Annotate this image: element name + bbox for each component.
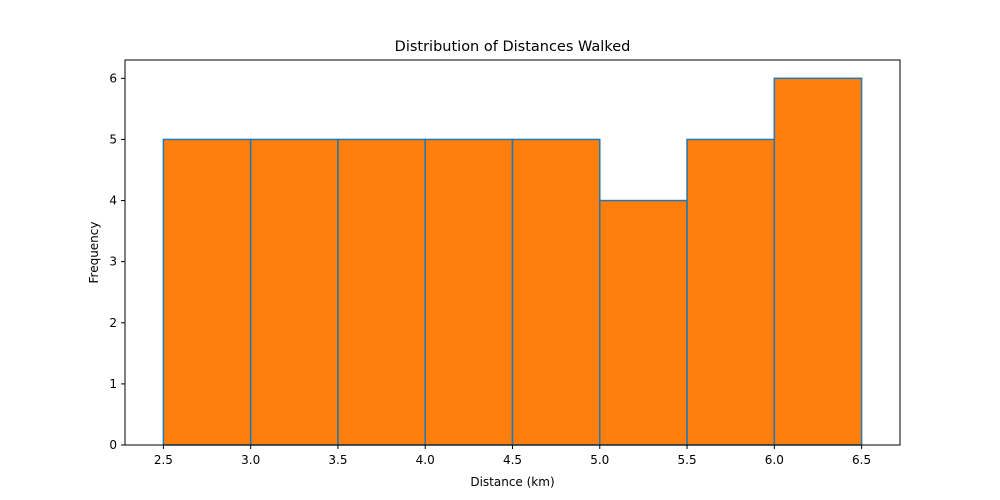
y-tick-label: 2 (109, 316, 117, 330)
x-axis-label: Distance (km) (470, 475, 554, 489)
histogram-bar-7 (686, 138, 776, 446)
x-tick-label: 3.0 (241, 453, 260, 467)
x-tick-label: 4.5 (503, 453, 522, 467)
histogram-bar-8 (773, 77, 863, 446)
y-tick-label: 6 (109, 71, 117, 85)
histogram-bar-2 (249, 138, 339, 446)
histogram-bar-4 (424, 138, 514, 446)
y-axis-label: Frequency (87, 222, 101, 284)
y-tick-label: 4 (109, 194, 117, 208)
y-axis-ticks: 0 1 2 3 4 5 6 (109, 71, 125, 452)
x-tick-label: 6.5 (852, 453, 871, 467)
chart-title: Distribution of Distances Walked (395, 39, 631, 55)
histogram-bar-3 (337, 138, 426, 446)
x-tick-label: 5.0 (590, 453, 609, 467)
histogram-bar-1 (162, 138, 252, 446)
histogram-bar-5 (511, 138, 601, 446)
x-tick-label: 5.5 (678, 453, 697, 467)
bars-group (162, 77, 863, 446)
y-tick-label: 1 (109, 377, 117, 391)
x-tick-label: 3.5 (328, 453, 347, 467)
x-tick-label: 2.5 (154, 453, 173, 467)
y-tick-label: 3 (109, 255, 117, 269)
x-axis-ticks: 2.5 3.0 3.5 4.0 4.5 5.0 5.5 6.0 6.5 (154, 445, 871, 467)
histogram-bar-6 (599, 199, 688, 446)
y-tick-label: 0 (109, 438, 117, 452)
x-tick-label: 4.0 (416, 453, 435, 467)
y-tick-label: 5 (109, 132, 117, 146)
plot-frame (124, 59, 901, 446)
x-tick-label: 6.0 (765, 453, 784, 467)
